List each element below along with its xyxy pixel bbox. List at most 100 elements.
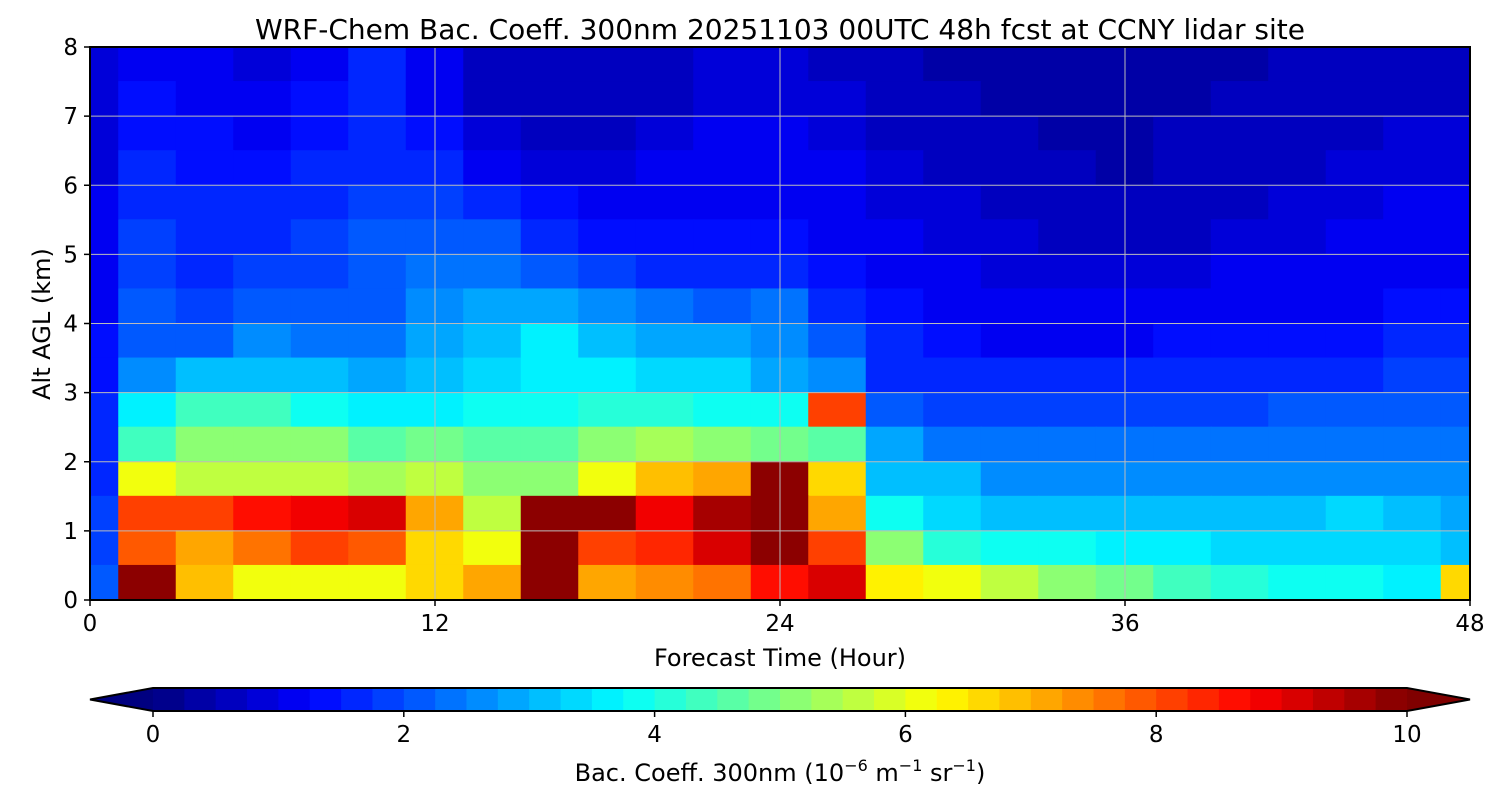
heatmap-cell [808, 47, 867, 83]
heatmap-cells [90, 47, 1470, 600]
heatmap-cell [1440, 530, 1470, 566]
heatmap-cell [463, 357, 522, 394]
heatmap-cell [233, 184, 292, 221]
colorbar-segment [1030, 688, 1063, 711]
heatmap-cell [635, 219, 695, 255]
heatmap-cell [118, 495, 177, 532]
heatmap-cell [520, 184, 580, 221]
colorbar-segment [497, 688, 530, 711]
heatmap-cell [693, 184, 752, 221]
heatmap-cell [1268, 47, 1327, 83]
heatmap-cell [1153, 47, 1212, 83]
y-tick-label: 4 [63, 312, 78, 338]
heatmap-cell [693, 115, 752, 152]
heatmap-cell [1383, 81, 1442, 117]
heatmap-cell [578, 357, 637, 394]
heatmap-cell [520, 426, 580, 463]
heatmap-cell [923, 253, 982, 290]
heatmap-cell [1383, 184, 1442, 221]
heatmap-cell [1268, 426, 1327, 463]
heatmap-cell [1153, 564, 1212, 600]
colorbar-segment [999, 688, 1032, 711]
heatmap-cell [90, 288, 120, 324]
heatmap-cell [118, 150, 177, 186]
heatmap-cell [233, 81, 292, 117]
heatmap-cell [635, 530, 695, 566]
heatmap-cell [520, 253, 580, 290]
heatmap-cell [233, 530, 292, 566]
heatmap-cell [865, 81, 925, 117]
heatmap-cell [923, 47, 982, 83]
colorbar-segment [435, 688, 468, 711]
heatmap-cell [1268, 81, 1327, 117]
heatmap-cell [1325, 357, 1385, 394]
heatmap-cell [1383, 150, 1442, 186]
heatmap-cell [90, 392, 120, 428]
heatmap-cell [1210, 288, 1270, 324]
heatmap-cell [1038, 115, 1097, 152]
colorbar-tick-label: 2 [396, 722, 411, 748]
heatmap-cell [1440, 461, 1470, 497]
heatmap-cell [175, 47, 235, 83]
heatmap-cell [635, 150, 695, 186]
colorbar-segment [748, 688, 781, 711]
heatmap-cell [1325, 253, 1385, 290]
heatmap-cell [1383, 530, 1442, 566]
heatmap-cell [90, 564, 120, 600]
heatmap-cell [1440, 150, 1470, 186]
heatmap-cell [90, 426, 120, 463]
heatmap-cell [693, 323, 752, 359]
heatmap-cell [463, 392, 522, 428]
heatmap-cell [90, 150, 120, 186]
heatmap-cell [1325, 288, 1385, 324]
heatmap-cell [348, 115, 407, 152]
heatmap-cell [1268, 184, 1327, 221]
heatmap-cell [635, 564, 695, 600]
heatmap-cell [290, 357, 350, 394]
heatmap-cell [1440, 357, 1470, 394]
heatmap-cell [1383, 288, 1442, 324]
heatmap-cell [290, 495, 350, 532]
heatmap-cell [808, 150, 867, 186]
heatmap-cell [90, 253, 120, 290]
heatmap-cell [578, 253, 637, 290]
heatmap-cell [1268, 530, 1327, 566]
heatmap-cell [923, 426, 982, 463]
colorbar-label: Bac. Coeff. 300nm (10−6 m−1 sr−1) [575, 756, 986, 787]
heatmap-cell [808, 357, 867, 394]
heatmap-cell [1153, 461, 1212, 497]
heatmap-cell [693, 461, 752, 497]
heatmap-cell [233, 115, 292, 152]
heatmap-cell [1268, 495, 1327, 532]
colorbar-segment [1218, 688, 1251, 711]
heatmap-cell [1440, 426, 1470, 463]
heatmap-cell [980, 115, 1040, 152]
colorbar-segment [1156, 688, 1189, 711]
heatmap-cell [90, 495, 120, 532]
heatmap-cell [1210, 564, 1270, 600]
heatmap-cell [1038, 253, 1097, 290]
heatmap-cell [290, 81, 350, 117]
y-axis-label: Alt AGL (km) [28, 248, 56, 400]
heatmap-cell [118, 219, 177, 255]
heatmap-cell [923, 323, 982, 359]
heatmap-cell [1038, 461, 1097, 497]
y-tick-label: 8 [63, 35, 78, 61]
colorbar-segment [1187, 688, 1220, 711]
colorbar-segment [215, 688, 248, 711]
heatmap-cell [1383, 461, 1442, 497]
colorbar-segment [623, 688, 656, 711]
heatmap-cell [808, 461, 867, 497]
heatmap-cell [1268, 115, 1327, 152]
heatmap-cell [578, 461, 637, 497]
heatmap-cell [1153, 495, 1212, 532]
heatmap-cell [1038, 81, 1097, 117]
heatmap-cell [1210, 47, 1270, 83]
heatmap-cell [1210, 150, 1270, 186]
heatmap-cell [520, 150, 580, 186]
heatmap-cell [233, 47, 292, 83]
heatmap-cell [980, 461, 1040, 497]
heatmap-cell [865, 219, 925, 255]
heatmap-cell [1268, 357, 1327, 394]
heatmap-cell [348, 495, 407, 532]
